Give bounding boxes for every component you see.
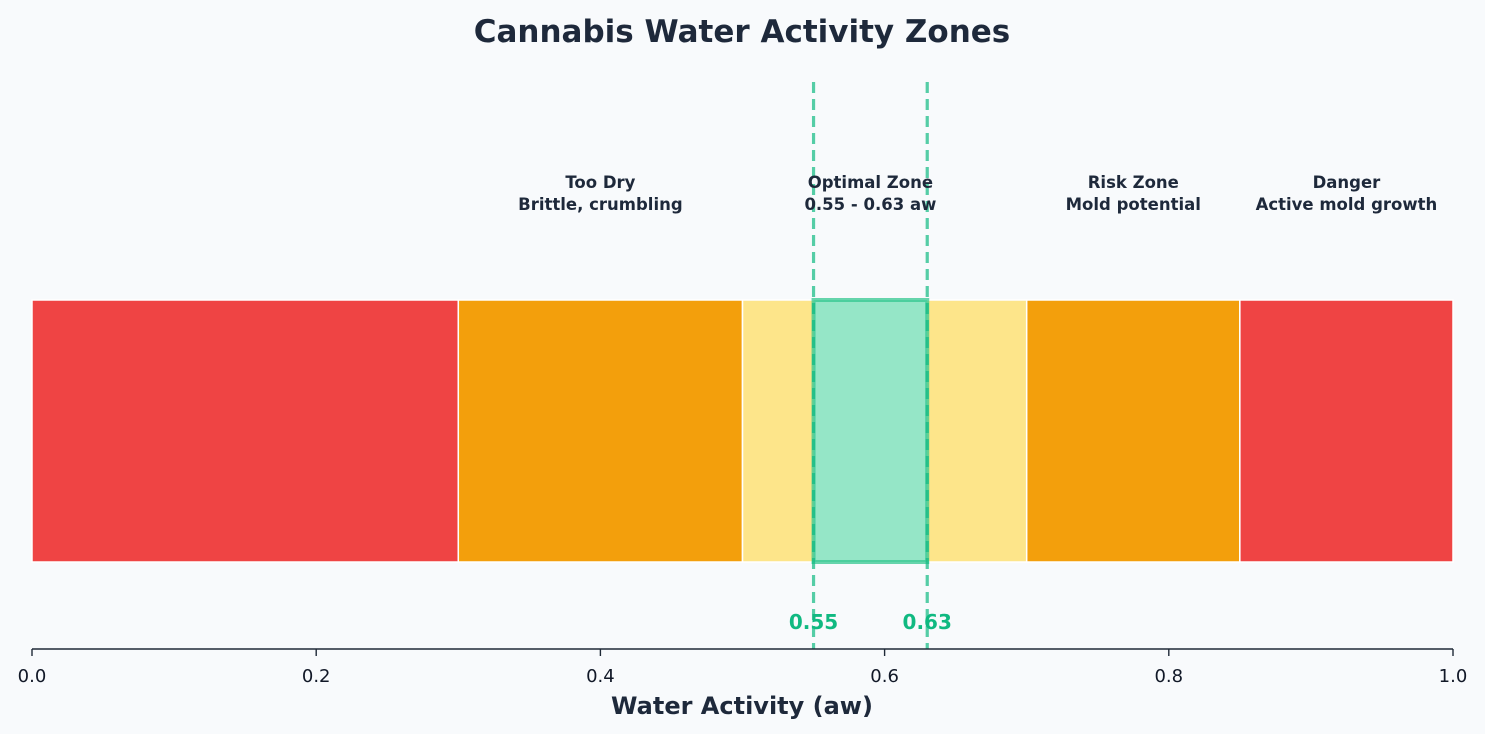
zone-segment-0 <box>31 299 460 563</box>
x-tick-label-4: 0.8 <box>1154 666 1183 687</box>
reference-label-0: 0.55 <box>789 610 838 634</box>
zone-segment-3 <box>1025 299 1241 563</box>
optimal-band <box>811 298 930 564</box>
zone-annotation-1: Optimal Zone 0.55 - 0.63 aw <box>804 173 936 214</box>
x-axis-label: Water Activity (aw) <box>611 692 873 720</box>
x-tick-label-2: 0.4 <box>586 666 615 687</box>
zone-bars <box>31 299 1454 563</box>
x-tick-label-5: 1.0 <box>1439 666 1468 687</box>
chart-title: Cannabis Water Activity Zones <box>474 14 1011 50</box>
optimal-zone-band <box>811 298 930 564</box>
zone-annotation-3: Danger Active mold growth <box>1256 173 1438 214</box>
reference-lines: 0.55 0.63 <box>789 82 952 649</box>
zone-annotation-2: Risk Zone Mold potential <box>1066 173 1201 214</box>
x-tick-label-1: 0.2 <box>302 666 331 687</box>
x-axis: 0.0 0.2 0.4 0.6 0.8 1.0 <box>18 648 1468 687</box>
x-tick-label-0: 0.0 <box>18 666 47 687</box>
zone-segment-1 <box>457 299 744 563</box>
zone-annotations: Too Dry Brittle, crumbling Optimal Zone 0.5… <box>518 173 1437 214</box>
zone-segment-4 <box>1239 299 1454 563</box>
reference-label-1: 0.63 <box>903 610 952 634</box>
zone-annotation-0: Too Dry Brittle, crumbling <box>518 173 683 214</box>
x-tick-label-3: 0.6 <box>870 666 899 687</box>
